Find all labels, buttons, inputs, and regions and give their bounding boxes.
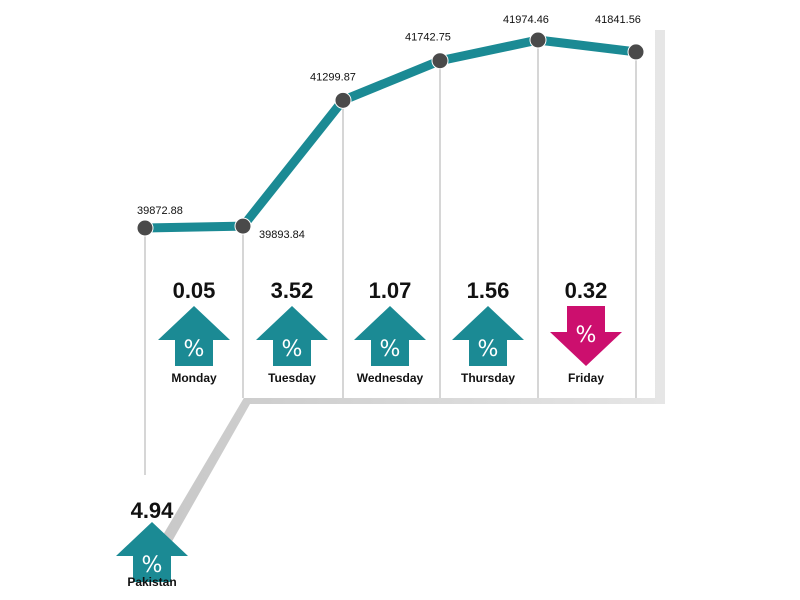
percent-icon: % <box>576 323 597 348</box>
percent-icon: % <box>184 337 205 362</box>
arrow-up-wednesday: % <box>354 306 426 366</box>
arrow-up-thursday: % <box>452 306 524 366</box>
percent-icon: % <box>282 337 303 362</box>
day-label-thursday: Thursday <box>461 371 515 385</box>
value-label-4: 41974.46 <box>503 14 549 26</box>
day-label-monday: Monday <box>171 371 217 385</box>
value-label-1: 39893.84 <box>259 229 305 241</box>
series-line <box>140 35 641 233</box>
day-change-thursday: 1.56 <box>467 278 510 303</box>
day-change-monday: 0.05 <box>173 278 216 303</box>
percent-icon: % <box>380 337 401 362</box>
value-label-0: 39872.88 <box>137 205 183 217</box>
percent-icon: % <box>142 553 163 578</box>
value-label-2: 41299.87 <box>310 71 356 83</box>
day-label-friday: Friday <box>568 371 604 385</box>
percent-icon: % <box>478 337 499 362</box>
arrow-up-summary: % <box>116 522 188 582</box>
data-point-0 <box>136 219 154 237</box>
value-label-3: 41742.75 <box>405 32 451 44</box>
data-point-1 <box>234 217 252 235</box>
data-point-3 <box>431 52 449 70</box>
day-label-wednesday: Wednesday <box>357 371 424 385</box>
value-label-5: 41841.56 <box>595 14 641 26</box>
summary-label: Pakistan <box>127 575 176 589</box>
day-change-tuesday: 3.52 <box>271 278 314 303</box>
day-label-tuesday: Tuesday <box>268 371 316 385</box>
data-point-2 <box>334 91 352 109</box>
arrow-up-monday: % <box>158 306 230 366</box>
day-change-friday: 0.32 <box>565 278 608 303</box>
arrow-down-friday: % <box>550 306 622 366</box>
arrow-up-tuesday: % <box>256 306 328 366</box>
summary-change: 4.94 <box>131 498 175 523</box>
data-point-4 <box>529 31 547 49</box>
day-change-wednesday: 1.07 <box>369 278 412 303</box>
data-point-5 <box>627 43 645 61</box>
